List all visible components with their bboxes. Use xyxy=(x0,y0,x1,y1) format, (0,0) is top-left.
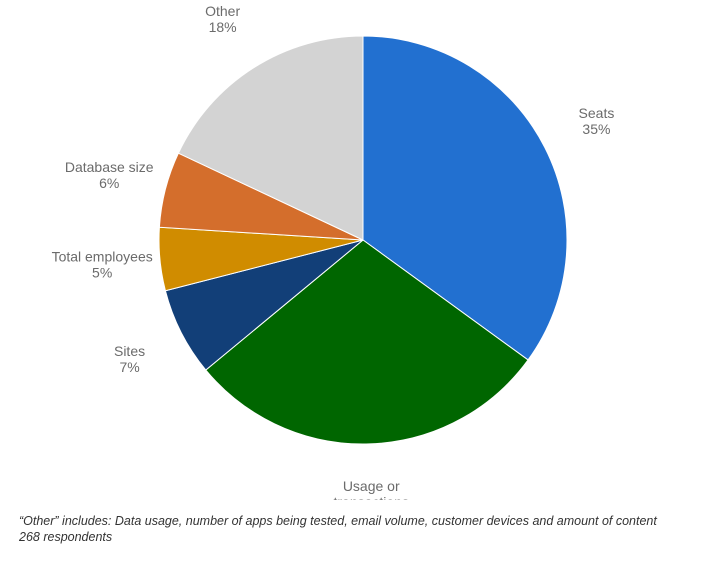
pie-label-sites: Sites 7% xyxy=(114,343,145,375)
pie-label-database-size: Database size 6% xyxy=(65,159,154,191)
pie-slice-other xyxy=(177,35,364,241)
pie-label-other: Other 18% xyxy=(205,3,240,35)
other-definition-note: “Other” includes: Data usage, number of … xyxy=(19,514,657,528)
respondent-count-note: 268 respondents xyxy=(19,530,113,544)
pie-label-total-employees: Total employees 5% xyxy=(52,249,153,281)
chart-footnotes: “Other” includes: Data usage, number of … xyxy=(19,513,689,545)
pie-slice-seats xyxy=(362,35,568,361)
pie-slice-usage-or-transactions xyxy=(205,239,529,445)
pie-label-usage-or-transactions: Usage ortransactions29% xyxy=(333,478,408,500)
pie-label-seats: Seats 35% xyxy=(579,105,615,137)
pie-slices xyxy=(158,35,568,445)
